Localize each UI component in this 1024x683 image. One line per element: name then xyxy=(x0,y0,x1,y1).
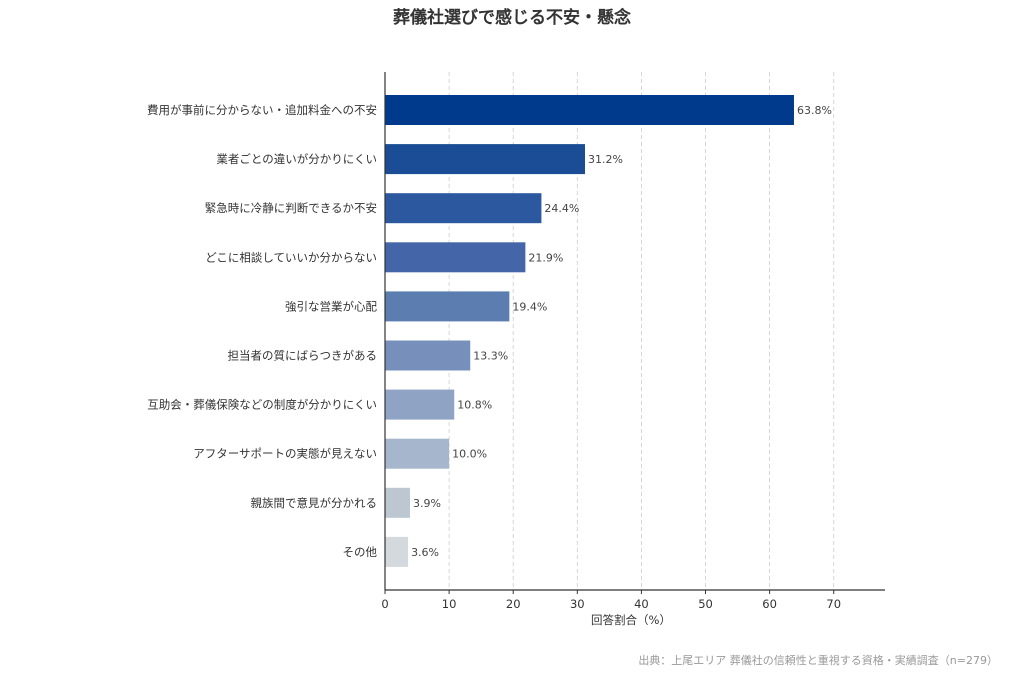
bar xyxy=(385,95,794,125)
category-label: 業者ごとの違いが分かりにくい xyxy=(216,152,377,166)
bar xyxy=(385,291,510,322)
x-axis-ticks: 0 10 20 30 40 50 60 70 xyxy=(381,590,841,611)
bar xyxy=(385,487,410,518)
data-label: 24.4% xyxy=(544,202,579,215)
category-label: その他 xyxy=(343,545,378,559)
value-labels: 63.8% 31.2% 24.4% 21.9% 19.4% 13.3% 10.8% 10.0%… xyxy=(411,104,832,559)
data-label: 63.8% xyxy=(797,104,832,117)
category-labels: 費用が事前に分からない・追加料金への不安業者ごとの違いが分かりにくい緊急時に冷静… xyxy=(147,103,377,559)
data-label: 3.9% xyxy=(413,497,441,510)
data-label: 10.0% xyxy=(452,448,487,461)
chart-title: 葬儀社選びで感じる不安・懸念 xyxy=(393,7,631,28)
x-tick-label: 0 xyxy=(381,597,388,611)
category-label: アフターサポートの実態が見えない xyxy=(193,447,377,461)
bar xyxy=(385,242,526,273)
source-note: 出典：上尾エリア 葬儀社の信頼性と重視する資格・実績調査（n=279） xyxy=(638,653,998,667)
data-label: 31.2% xyxy=(588,153,623,166)
category-label: 親族間で意見が分かれる xyxy=(251,496,378,510)
category-label: 緊急時に冷静に判断できるか不安 xyxy=(205,201,377,215)
category-label: 担当者の質にばらつきがある xyxy=(228,349,378,363)
x-tick-label: 70 xyxy=(826,597,841,611)
x-axis-label: 回答割合（%） xyxy=(591,613,671,627)
category-label: 強引な営業が心配 xyxy=(285,299,377,313)
x-tick-label: 30 xyxy=(570,597,585,611)
data-label: 10.8% xyxy=(457,399,492,412)
bar xyxy=(385,536,409,567)
data-label: 19.4% xyxy=(512,300,547,313)
x-tick-label: 40 xyxy=(634,597,649,611)
bar xyxy=(385,438,450,469)
x-tick-label: 60 xyxy=(762,597,777,611)
bar xyxy=(385,193,542,224)
data-label: 3.6% xyxy=(411,546,439,559)
bar xyxy=(385,340,471,371)
x-tick-label: 20 xyxy=(506,597,521,611)
x-tick-label: 10 xyxy=(442,597,457,611)
data-label: 21.9% xyxy=(528,251,563,264)
x-tick-label: 50 xyxy=(698,597,713,611)
data-label: 13.3% xyxy=(473,350,508,363)
bars xyxy=(385,95,794,567)
category-label: どこに相談していいか分からない xyxy=(205,250,377,264)
bar xyxy=(385,389,455,420)
category-label: 費用が事前に分からない・追加料金への不安 xyxy=(147,103,377,117)
bar xyxy=(385,144,585,175)
category-label: 互助会・葬儀保険などの制度が分かりにくい xyxy=(147,398,377,412)
